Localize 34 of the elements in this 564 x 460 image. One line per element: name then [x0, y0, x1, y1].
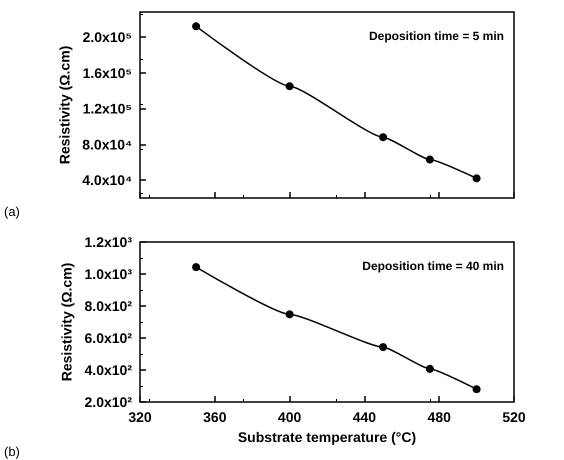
annotation: Deposition time = 5 min: [368, 29, 504, 43]
x-tick-label: 360: [203, 409, 227, 425]
point: [379, 343, 388, 352]
y-tick-label: 4.0x10²: [84, 362, 132, 378]
y-tick-label: 8.0x10⁴: [82, 136, 132, 152]
y-tick-label: 1.2x10⁵: [82, 100, 132, 117]
y-tick-label: 8.0x10²: [84, 298, 132, 314]
y-tick-label: 2.0x10²: [84, 394, 132, 410]
y-tick-label: 6.0x10²: [84, 330, 132, 346]
text: (a): [4, 204, 20, 219]
x-tick-label: 520: [502, 409, 526, 425]
x-tick-label: 400: [278, 409, 302, 425]
point: [379, 133, 388, 142]
y-tick-label: 1.0x10³: [84, 266, 132, 282]
y-axis-title: Resistivity (Ω.cm): [58, 262, 75, 382]
y-tick-label: 1.6x10⁵: [82, 64, 132, 81]
point: [472, 385, 481, 394]
point: [286, 82, 294, 90]
y-axis-title: Resistivity (Ω.cm): [56, 46, 72, 164]
y-tick-label: 4.0x10⁴: [82, 172, 132, 188]
y-tick-label: 2.0x10⁵: [82, 29, 132, 46]
y-tick-label: 1.2x10³: [84, 234, 132, 250]
x-tick-label: 480: [428, 409, 452, 425]
point: [426, 364, 434, 373]
point: [192, 263, 200, 272]
point: [426, 156, 434, 164]
text: (b): [4, 444, 20, 459]
annotation: Deposition time = 40 min: [362, 259, 504, 273]
point: [192, 22, 200, 30]
x-axis-title: Substrate temperature (°C): [238, 429, 416, 445]
point: [286, 310, 294, 318]
point: [472, 174, 481, 182]
x-tick-label: 440: [352, 409, 376, 425]
x-tick-label: 320: [128, 409, 152, 425]
